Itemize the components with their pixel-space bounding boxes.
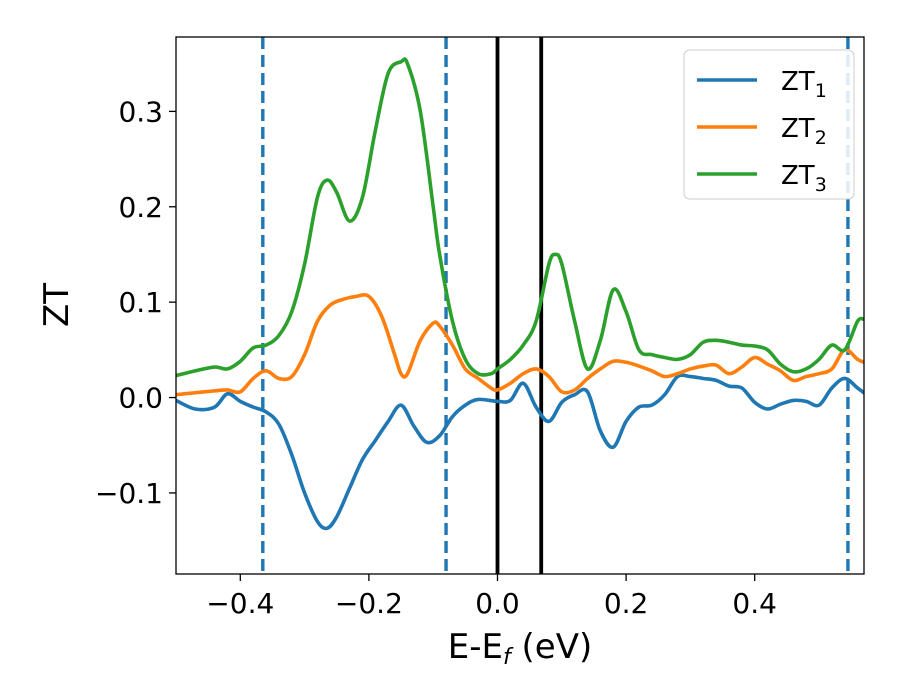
x-tick-label: 0.0 — [475, 587, 520, 620]
series-lines — [176, 57, 864, 531]
y-ticks: −0.1 0.0 0.1 0.2 0.3 — [95, 95, 176, 510]
legend-label-3: ZT3 — [781, 161, 827, 196]
y-tick-label: 0.1 — [118, 286, 163, 319]
legend-label-1: ZT1 — [781, 67, 827, 102]
x-tick-label: 0.4 — [732, 587, 777, 620]
x-ticks: −0.4 −0.2 0.0 0.2 0.4 — [206, 574, 777, 620]
y-axis-label: ZT — [37, 283, 77, 327]
y-tick-label: −0.1 — [95, 477, 163, 510]
plot-frame — [175, 36, 865, 575]
legend-box — [683, 49, 855, 200]
series-line-1 — [176, 373, 864, 531]
y-tick-label: 0.3 — [118, 95, 163, 128]
y-tick-label: 0.0 — [118, 382, 163, 415]
x-tick-label: −0.4 — [206, 587, 274, 620]
series-line-3 — [176, 57, 864, 378]
series-line-2 — [176, 293, 864, 397]
x-axis-label: E-Ef (eV) — [448, 627, 593, 670]
x-tick-label: 0.2 — [604, 587, 649, 620]
legend-label-2: ZT2 — [781, 114, 827, 149]
x-tick-label: −0.2 — [335, 587, 403, 620]
legend: ZT1 ZT2 ZT3 — [683, 49, 855, 200]
y-tick-label: 0.2 — [118, 191, 163, 224]
